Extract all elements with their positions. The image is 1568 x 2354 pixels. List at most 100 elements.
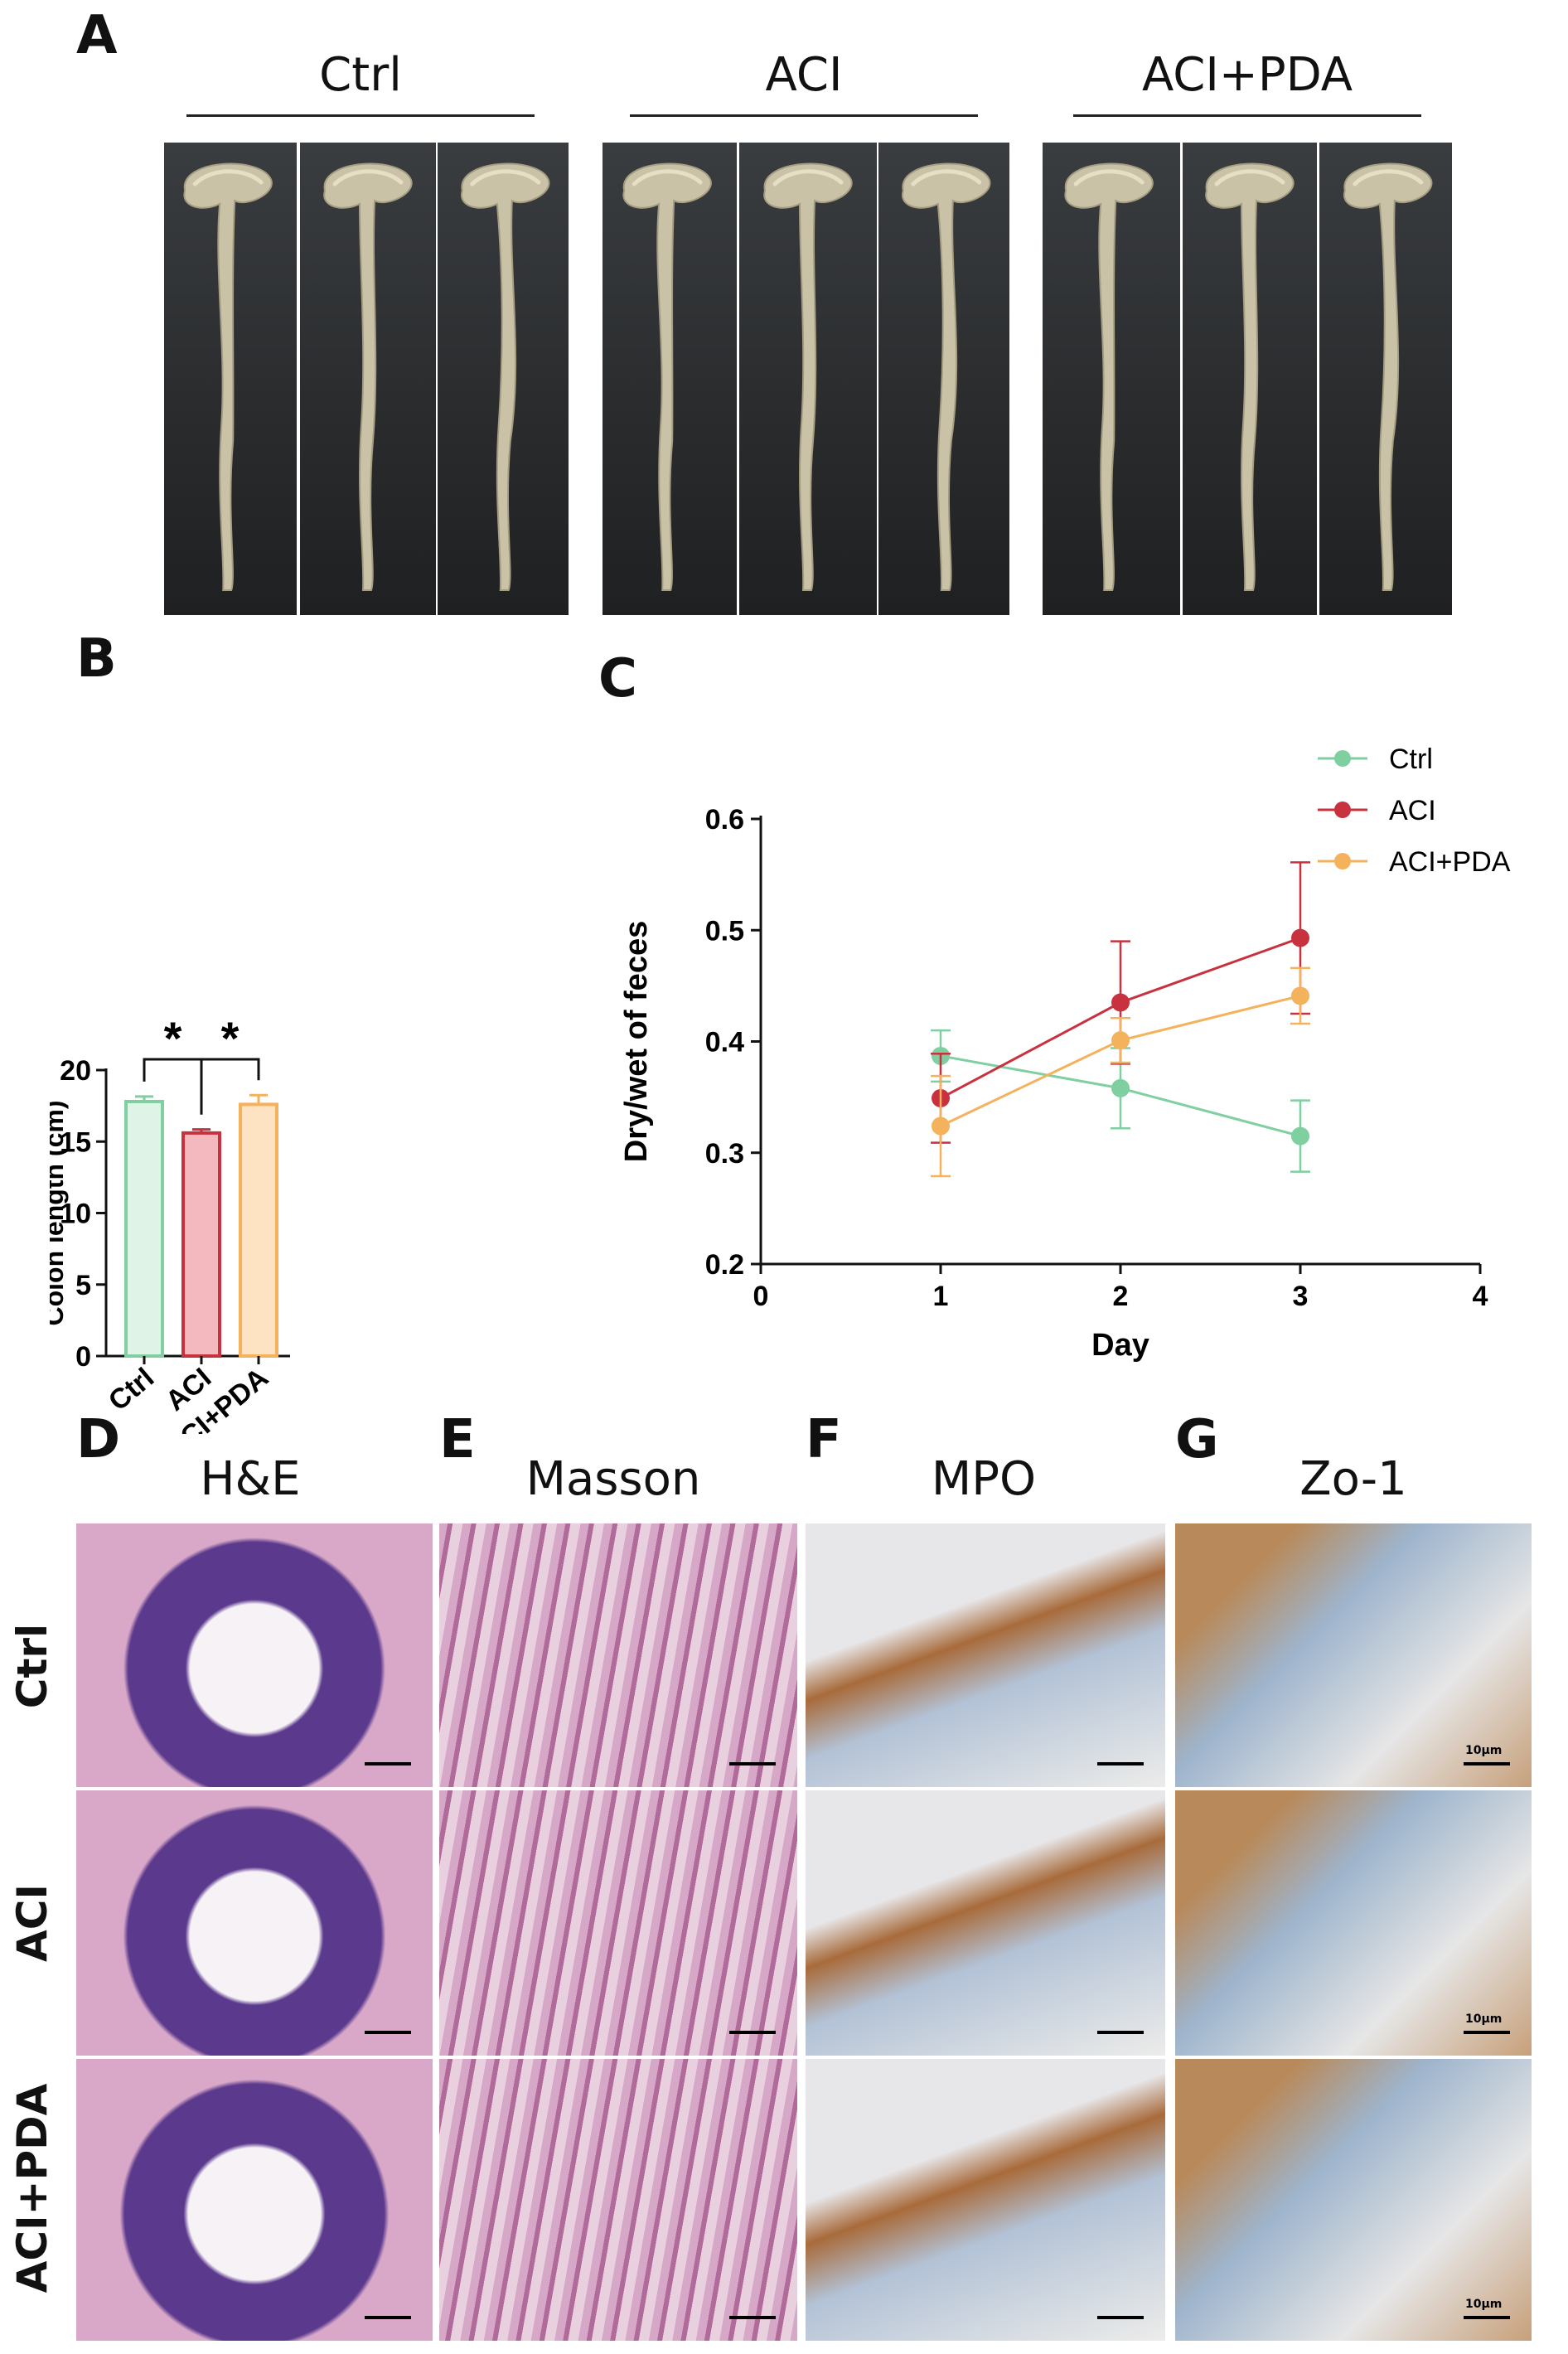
colon-photo-aci-pda-2: [1183, 143, 1317, 615]
colon-photo-ctrl-3: [438, 143, 569, 615]
y-tick-label: 20: [60, 1055, 91, 1087]
y-tick-label: 0.6: [705, 804, 744, 836]
y-axis-label: Dry/wet of feces: [619, 921, 654, 1162]
y-tick-label: 0.2: [705, 1249, 744, 1281]
colon-highlight: [1073, 169, 1145, 186]
colon-tissue: [1343, 162, 1433, 591]
group-label-aci-pda: ACI+PDA: [1141, 48, 1353, 102]
histology-image-zo1-ctrl: 10μm: [1175, 1523, 1532, 1787]
x-tick-label: 1: [933, 1281, 949, 1312]
panel-letter-a: A: [76, 5, 118, 66]
colon-tissue: [461, 162, 550, 591]
colon-tissue: [323, 162, 413, 591]
colon-highlight: [1214, 169, 1285, 186]
colon-highlight: [1353, 169, 1424, 186]
legend-marker-aci-pda: [1334, 853, 1351, 869]
point-aci: [1291, 928, 1309, 947]
histology-title-he: H&E: [200, 1452, 301, 1506]
colon-tissue: [902, 162, 991, 591]
colon-photo-ctrl-1: [164, 143, 297, 615]
colon-photo-aci-pda-1: [1043, 143, 1180, 615]
histology-image-masson-aci-pda: [439, 2059, 797, 2341]
colon-photo-aci-3: [878, 143, 1009, 615]
scale-bar: [729, 2316, 776, 2319]
y-tick-label: 0.3: [705, 1138, 744, 1170]
panel-letter-g: G: [1175, 1409, 1219, 1470]
group-underline-ctrl: [186, 114, 535, 117]
y-tick-label: 0: [75, 1341, 91, 1373]
histology-title-zo1: Zo-1: [1299, 1452, 1407, 1506]
scale-bar: [365, 1762, 411, 1766]
histology-row-label-aci-pda: ACI+PDA: [8, 2083, 56, 2293]
x-axis-label: Day: [1091, 1328, 1149, 1363]
point-aci-pda: [1111, 1031, 1130, 1050]
colon-tissue: [1205, 162, 1295, 591]
histology-image-zo1-aci-pda: 10μm: [1175, 2059, 1532, 2341]
legend-marker-aci: [1334, 802, 1351, 818]
feces-dry-wet-line-chart: 0.2 0.3 0.4 0.5 0.6 0 1 2 3 4 Day Dry/wet of feces C…: [619, 743, 1511, 1363]
histology-row-label-aci: ACI: [8, 1884, 56, 1962]
histology-image-masson-aci: [439, 1790, 797, 2056]
colon-tissue: [622, 162, 712, 591]
bar-aci-pda: [239, 1102, 278, 1359]
panel-letter-c: C: [598, 648, 637, 710]
scale-bar: [365, 2316, 411, 2319]
point-aci: [1111, 993, 1130, 1012]
panel-letter-f: F: [806, 1409, 842, 1470]
histology-image-mpo-aci-pda: [806, 2059, 1165, 2341]
significance-bracket: [200, 1058, 260, 1115]
bar-aci: [181, 1131, 221, 1359]
group-label-aci: ACI: [765, 48, 843, 102]
colon-highlight: [332, 169, 404, 186]
colon-highlight: [911, 169, 982, 186]
colon-highlight: [192, 169, 264, 186]
significance-label: *: [221, 1012, 240, 1064]
panel-letter-b: B: [76, 628, 117, 690]
y-tick-label: 5: [75, 1270, 91, 1301]
colon-tissue: [183, 162, 273, 591]
scale-bar: [1464, 2031, 1510, 2034]
scale-bar: [1464, 2316, 1510, 2319]
group-label-ctrl: Ctrl: [319, 48, 402, 102]
scale-bar-label: 10μm: [1465, 2298, 1503, 2311]
y-tick-label: 15: [60, 1126, 91, 1158]
histology-title-masson: Masson: [525, 1452, 701, 1506]
histology-title-mpo: MPO: [931, 1452, 1037, 1506]
scale-bar-label: 10μm: [1465, 2013, 1503, 2026]
x-tick-label: 3: [1293, 1281, 1309, 1312]
scale-bar: [1097, 1762, 1144, 1766]
significance-label: *: [164, 1012, 182, 1064]
point-ctrl: [1291, 1126, 1309, 1146]
scale-bar-label: 10μm: [1465, 1744, 1503, 1757]
point-aci-pda: [932, 1116, 950, 1136]
legend-label-aci: ACI: [1389, 795, 1436, 826]
scale-bar: [365, 2031, 411, 2034]
scale-bar: [1097, 2031, 1144, 2034]
colon-tissue: [1064, 162, 1154, 591]
scale-bar: [729, 2031, 776, 2034]
panel-letter-e: E: [439, 1409, 476, 1470]
histology-row-label-ctrl: Ctrl: [8, 1623, 56, 1709]
colon-photo-aci-1: [603, 143, 737, 615]
colon-highlight: [772, 169, 844, 186]
histology-image-mpo-aci: [806, 1790, 1165, 2056]
scale-bar: [729, 1762, 776, 1766]
legend-label-aci-pda: ACI+PDA: [1389, 846, 1511, 878]
x-tick-label: 2: [1113, 1281, 1129, 1312]
point-ctrl: [1111, 1078, 1130, 1097]
histology-image-masson-ctrl: [439, 1523, 797, 1787]
point-aci-pda: [1291, 986, 1309, 1005]
group-underline-aci-pda: [1073, 114, 1421, 117]
scale-bar: [1097, 2316, 1144, 2319]
colon-tissue: [763, 162, 853, 591]
y-tick-label: 0.4: [705, 1027, 744, 1058]
panel-letter-d: D: [76, 1409, 121, 1470]
histology-image-mpo-ctrl: [806, 1523, 1165, 1787]
colon-photo-aci-pda-3: [1319, 143, 1452, 615]
histology-image-he-aci-pda: [76, 2059, 433, 2341]
scale-bar: [1464, 1762, 1510, 1766]
histology-image-he-ctrl: [76, 1523, 433, 1787]
histology-image-he-aci: [76, 1790, 433, 2056]
colon-highlight: [470, 169, 541, 186]
